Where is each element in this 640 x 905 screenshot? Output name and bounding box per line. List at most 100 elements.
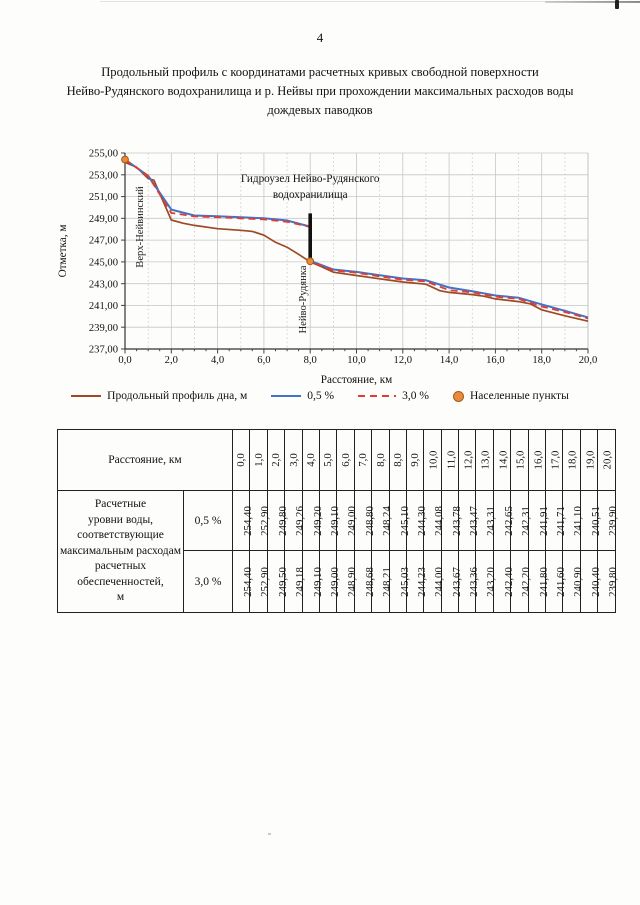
distance-value: 13,0 [475, 429, 494, 491]
distance-value: 8,0 [371, 429, 390, 491]
y-tick-label: 243,00 [89, 279, 118, 290]
series-3-percent [124, 158, 589, 320]
y-tick-label: 237,00 [89, 345, 118, 356]
level-value: 254,40 [231, 490, 254, 551]
legend-item-05-percent: 0,5 % [271, 390, 334, 402]
settlement-marker [306, 257, 315, 266]
distance-value: 4,0 [301, 429, 320, 491]
y-tick-label: 239,00 [89, 323, 118, 334]
level-value: 249,50 [266, 550, 289, 613]
level-value: 244,00 [423, 550, 445, 613]
legend-label: Продольный профиль дна, м [107, 390, 248, 402]
level-value: 243,20 [475, 550, 497, 613]
legend-label: 0,5 % [307, 390, 335, 402]
x-tick-label: 14,0 [440, 355, 459, 366]
x-tick-label: 20,0 [579, 355, 598, 366]
level-value: 241,60 [545, 550, 567, 613]
distance-value: 17,0 [545, 429, 564, 491]
page-number: 4 [316, 30, 324, 45]
level-value: 248,68 [353, 550, 376, 613]
distance-value: 19,0 [579, 429, 599, 491]
distance-value: 12,0 [458, 429, 477, 491]
x-tick-label: 8,0 [304, 355, 317, 366]
distance-value: 11,0 [440, 429, 460, 491]
level-value: 243,36 [458, 550, 480, 613]
profile-chart: 237,00 239,00 241,00 243,00 245,00 247,00 249,… [28, 140, 606, 392]
distance-value: 9,0 [405, 429, 425, 491]
legend-label: 3,0 % [402, 390, 429, 402]
distance-value: 20,0 [597, 429, 616, 491]
level-value: 249,18 [284, 550, 306, 613]
distance-value: 15,0 [510, 429, 529, 491]
x-tick-label: 16,0 [486, 355, 505, 366]
distance-value: 2,0 [266, 429, 286, 491]
level-value: 249,00 [318, 550, 341, 613]
y-tick-label: 241,00 [89, 301, 118, 312]
y-tick-label: 251,00 [89, 192, 118, 203]
title-line-3: дождевых паводков [267, 102, 373, 117]
x-tick-label: 12,0 [394, 355, 413, 366]
level-value: 252,90 [249, 550, 271, 613]
settlement-label: Верх-Нейвинский [135, 186, 146, 268]
distance-value: 14,0 [492, 429, 512, 491]
scan-artifact [545, 1, 640, 3]
legend-dot-swatch [452, 390, 464, 402]
level-value: 240,40 [579, 550, 602, 613]
level-value: 240,90 [562, 550, 584, 613]
y-tick-label: 247,00 [89, 236, 118, 247]
legend-dash-swatch [358, 394, 397, 398]
distance-value: 5,0 [318, 429, 338, 491]
legend-item-3-percent: 3,0 % [358, 390, 429, 402]
settlement-label: Нейво-Рудянка [298, 265, 309, 333]
distance-value: 8,0 [388, 429, 407, 491]
y-axis-title: Отметка, м [57, 225, 69, 278]
distance-value: 10,0 [423, 429, 442, 491]
settlement-marker [121, 155, 129, 164]
legend-line-swatch [71, 394, 102, 398]
distance-value: 7,0 [353, 429, 373, 491]
level-value: 244,23 [405, 550, 428, 613]
level-value: 241,80 [527, 550, 549, 613]
level-value: 249,10 [301, 550, 323, 613]
probability-label: 0,5 % [183, 490, 233, 551]
distance-value: 1,0 [249, 429, 268, 491]
x-tick-label: 18,0 [532, 355, 551, 366]
y-tick-label: 255,00 [89, 149, 118, 160]
dam-annotation: Гидроузел Нейво-Рудянского [241, 173, 380, 185]
x-axis-title: Расстояние, км [321, 374, 392, 386]
profile-chart-svg: 237,00 239,00 241,00 243,00 245,00 247,00 249,… [57, 149, 598, 386]
dam-annotation: водохранилища [273, 189, 348, 201]
distance-value: 6,0 [336, 429, 355, 491]
level-value: 242,20 [510, 550, 532, 613]
legend-line-swatch [271, 394, 302, 398]
chart-legend: Продольный профиль дна, м 0,5 % 3,0 % Насел… [20, 390, 620, 402]
legend-item-bottom-profile: Продольный профиль дна, м [71, 390, 247, 402]
document-title: Продольный профиль с координатами расчет… [30, 63, 610, 120]
level-value: 248,90 [336, 550, 358, 613]
dam-bar [308, 213, 312, 262]
levels-label: Расчетные уровни воды, соответствующие м… [57, 490, 184, 613]
legend-item-settlements: Населенные пункты [452, 390, 569, 402]
y-tick-label: 249,00 [89, 214, 118, 225]
level-value: 242,40 [492, 550, 515, 613]
level-value: 239,80 [597, 550, 619, 613]
title-line-1: Продольный профиль с координатами расчет… [101, 65, 539, 79]
x-tick-label: 2,0 [165, 355, 178, 366]
x-tick-label: 0,0 [118, 355, 131, 366]
legend-label: Населенные пункты [469, 390, 569, 402]
scan-artifact [100, 1, 640, 2]
y-tick-label: 253,00 [89, 170, 118, 181]
level-value: 245,03 [388, 550, 410, 613]
scan-artifact [615, 0, 619, 9]
title-line-2: Нейво-Рудянского водохранилища и р. Нейв… [66, 83, 574, 98]
distance-value: 16,0 [527, 429, 547, 491]
probability-label: 3,0 % [183, 550, 233, 613]
distance-value: 3,0 [284, 429, 303, 491]
level-value: 248,21 [371, 550, 393, 613]
y-tick-label: 245,00 [89, 258, 118, 269]
x-tick-label: 10,0 [347, 355, 366, 366]
levels-table: Расстояние, км 0,0 1,0 2,0 3,0 4,0 5,0 6,0 7,0 8,… [57, 429, 619, 613]
distance-value: 18,0 [562, 429, 581, 491]
level-value: 243,67 [440, 550, 463, 613]
distance-header: Расстояние, км [57, 429, 233, 491]
